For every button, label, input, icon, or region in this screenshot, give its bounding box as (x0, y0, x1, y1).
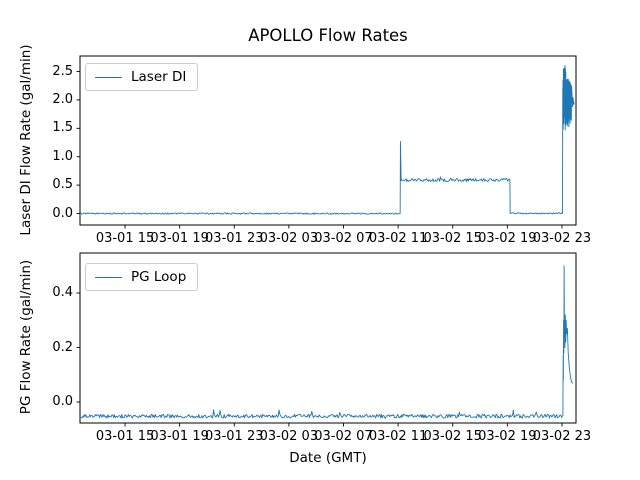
x-tick-label: 03-02 03 (259, 231, 319, 246)
chart-title: APOLLO Flow Rates (248, 26, 408, 45)
x-tick-label: 03-02 03 (259, 429, 319, 444)
y-tick-label: 0.0 (52, 394, 73, 410)
x-tick-label: 03-01 23 (205, 231, 264, 246)
y-tick-label: 0.5 (52, 177, 73, 193)
top-axes-frame (79, 55, 577, 226)
x-tick-label: 03-02 15 (423, 231, 482, 246)
x-tick-label: 03-02 19 (478, 231, 537, 246)
x-tick-label: 03-01 19 (150, 429, 209, 444)
legend-pg-loop: PG Loop (85, 263, 199, 291)
x-tick-label: 03-02 23 (532, 429, 592, 444)
x-tick-label: 03-01 15 (95, 231, 155, 246)
legend-laser-di: Laser DI (85, 63, 199, 91)
x-tick-label: 03-02 23 (532, 231, 592, 246)
x-tick-label: 03-02 11 (368, 429, 428, 444)
x-axis-label: Date (GMT) (289, 450, 367, 466)
y-tick-label: 0.0 (52, 205, 73, 221)
x-tick-label: 03-01 15 (95, 429, 155, 444)
x-tick-label: 03-01 23 (205, 429, 264, 444)
legend-label-pg-loop: PG Loop (131, 269, 187, 285)
x-tick-label: 03-02 07 (314, 429, 373, 444)
legend-line-sample-icon (95, 276, 122, 278)
y-tick-label: 2.0 (52, 91, 73, 107)
y-tick-label: 0.2 (52, 339, 73, 355)
x-tick-label: 03-02 15 (423, 429, 482, 444)
series-line-pg-loop (79, 265, 574, 419)
x-tick-label: 03-02 07 (314, 231, 373, 246)
legend-line-sample-icon (95, 76, 122, 78)
bottom-y-axis-label: PG Flow Rate (gal/min) (18, 259, 34, 415)
x-tick-label: 03-02 19 (478, 429, 537, 444)
y-tick-label: 1.0 (52, 148, 73, 164)
bottom-axes-frame (79, 252, 577, 424)
legend-label-laser-di: Laser DI (131, 69, 187, 85)
x-tick-label: 03-02 11 (368, 231, 428, 246)
y-tick-label: 2.5 (52, 63, 73, 79)
y-tick-label: 1.5 (52, 120, 73, 136)
x-tick-label: 03-01 19 (150, 231, 209, 246)
series-line-laser-di (79, 65, 575, 215)
y-tick-label: 0.4 (52, 285, 73, 301)
